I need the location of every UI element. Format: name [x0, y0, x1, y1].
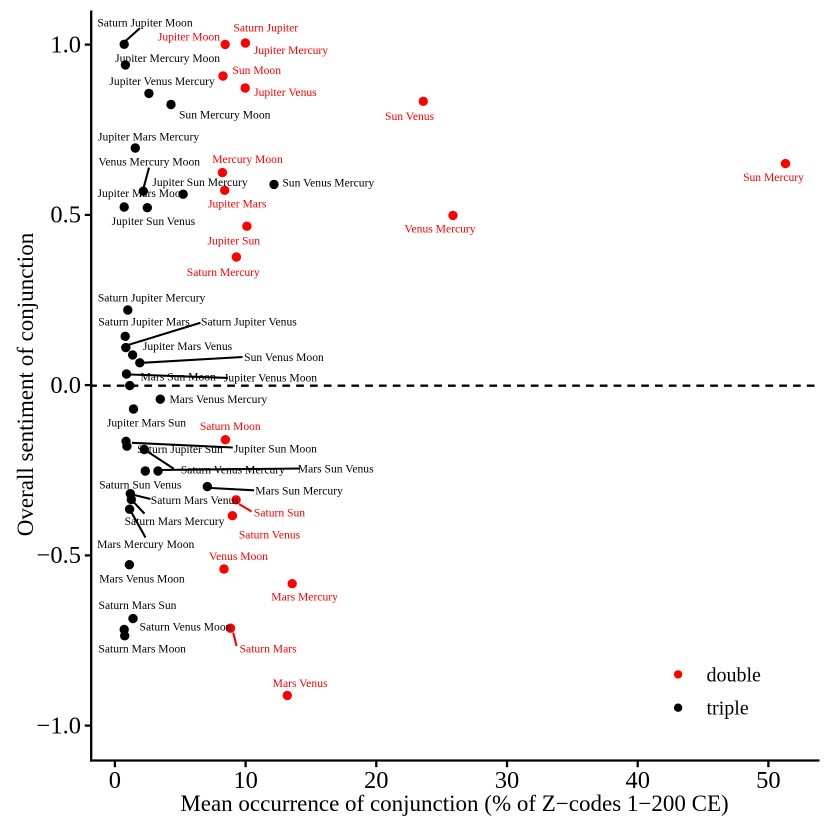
- svg-text:Saturn Mars: Saturn Mars: [240, 643, 297, 656]
- svg-text:40: 40: [625, 767, 650, 794]
- svg-text:Venus Mercury Moon: Venus Mercury Moon: [98, 155, 200, 168]
- svg-text:Jupiter Mercury: Jupiter Mercury: [254, 44, 329, 57]
- svg-text:Mars Sun Mercury: Mars Sun Mercury: [255, 485, 343, 498]
- svg-text:Saturn Jupiter Sun: Saturn Jupiter Sun: [137, 443, 223, 456]
- svg-text:Saturn Moon: Saturn Moon: [200, 420, 261, 433]
- svg-text:Saturn Venus Moon: Saturn Venus Moon: [140, 621, 232, 634]
- svg-text:Saturn Sun Venus: Saturn Sun Venus: [99, 479, 182, 492]
- svg-text:0.0: 0.0: [50, 372, 81, 399]
- svg-text:20: 20: [364, 767, 389, 794]
- svg-text:Jupiter Mars Mercury: Jupiter Mars Mercury: [98, 131, 199, 144]
- svg-text:Jupiter Sun Venus: Jupiter Sun Venus: [112, 215, 196, 228]
- svg-text:Saturn Venus: Saturn Venus: [239, 529, 301, 542]
- svg-text:30: 30: [495, 767, 520, 794]
- svg-text:Jupiter Mercury Moon: Jupiter Mercury Moon: [115, 52, 220, 65]
- svg-text:Saturn Jupiter Mercury: Saturn Jupiter Mercury: [98, 291, 206, 304]
- svg-text:triple: triple: [707, 698, 749, 720]
- svg-text:50: 50: [756, 767, 781, 794]
- svg-text:Jupiter Moon: Jupiter Moon: [158, 30, 220, 43]
- svg-text:Sun Venus Mercury: Sun Venus Mercury: [282, 176, 374, 189]
- svg-text:Jupiter Sun Moon: Jupiter Sun Moon: [234, 443, 317, 456]
- svg-text:Saturn Mars Venus: Saturn Mars Venus: [151, 494, 240, 507]
- svg-text:Jupiter Venus Mercury: Jupiter Venus Mercury: [109, 75, 215, 88]
- svg-text:Sun Venus: Sun Venus: [385, 110, 435, 123]
- svg-text:Saturn Mercury: Saturn Mercury: [187, 266, 260, 279]
- svg-text:Jupiter Mars Venus: Jupiter Mars Venus: [143, 340, 233, 353]
- svg-text:−0.5: −0.5: [37, 542, 81, 569]
- svg-text:1.0: 1.0: [50, 31, 81, 58]
- svg-text:Mars Venus Mercury: Mars Venus Mercury: [169, 393, 267, 406]
- svg-text:Mars Venus: Mars Venus: [273, 677, 328, 690]
- svg-text:Saturn Mars Sun: Saturn Mars Sun: [99, 599, 177, 612]
- svg-text:10: 10: [233, 767, 258, 794]
- svg-text:Saturn Sun: Saturn Sun: [254, 506, 305, 519]
- svg-text:Mars Mercury: Mars Mercury: [271, 591, 338, 604]
- svg-text:0: 0: [109, 767, 121, 794]
- svg-text:Saturn Jupiter Venus: Saturn Jupiter Venus: [201, 316, 297, 329]
- svg-text:Jupiter Mars Sun: Jupiter Mars Sun: [107, 416, 186, 429]
- svg-text:Mars Venus Moon: Mars Venus Moon: [99, 572, 185, 585]
- svg-text:Saturn Venus Mercury: Saturn Venus Mercury: [181, 464, 285, 477]
- svg-text:Jupiter Sun Mercury: Jupiter Sun Mercury: [152, 176, 248, 189]
- svg-text:Mars Mercury Moon: Mars Mercury Moon: [97, 538, 194, 551]
- svg-text:Sun Mercury: Sun Mercury: [743, 171, 804, 184]
- svg-text:Jupiter Mars Moon: Jupiter Mars Moon: [98, 187, 187, 200]
- svg-text:−1.0: −1.0: [37, 712, 81, 739]
- svg-text:Jupiter Sun: Jupiter Sun: [208, 234, 261, 247]
- svg-text:Jupiter Mars: Jupiter Mars: [208, 197, 267, 210]
- svg-text:Mercury Moon: Mercury Moon: [212, 153, 283, 166]
- svg-text:Mean occurrence of conjunction: Mean occurrence of conjunction (% of Z−c…: [180, 791, 728, 816]
- svg-text:Mars Sun Venus: Mars Sun Venus: [298, 463, 374, 476]
- svg-text:Overall sentiment of conjuncti: Overall sentiment of conjunction: [13, 232, 38, 536]
- svg-text:Saturn Jupiter Moon: Saturn Jupiter Moon: [97, 16, 193, 29]
- svg-text:Sun Mercury Moon: Sun Mercury Moon: [179, 109, 271, 122]
- svg-text:double: double: [707, 664, 762, 686]
- svg-text:Jupiter Venus Moon: Jupiter Venus Moon: [224, 372, 317, 385]
- svg-text:Jupiter Venus: Jupiter Venus: [254, 86, 317, 99]
- svg-text:Saturn Mars Moon: Saturn Mars Moon: [98, 642, 186, 655]
- svg-text:Saturn Jupiter Mars: Saturn Jupiter Mars: [98, 316, 190, 329]
- svg-text:Sun Moon: Sun Moon: [232, 64, 281, 77]
- svg-text:0.5: 0.5: [50, 202, 81, 229]
- svg-text:Mars Sun Moon: Mars Sun Moon: [141, 370, 217, 383]
- svg-text:Venus Moon: Venus Moon: [209, 550, 268, 563]
- svg-text:Saturn Jupiter: Saturn Jupiter: [233, 21, 298, 34]
- svg-text:Sun Venus Moon: Sun Venus Moon: [244, 351, 324, 364]
- svg-text:Saturn Mars Mercury: Saturn Mars Mercury: [125, 515, 225, 528]
- svg-text:Venus Mercury: Venus Mercury: [404, 223, 475, 236]
